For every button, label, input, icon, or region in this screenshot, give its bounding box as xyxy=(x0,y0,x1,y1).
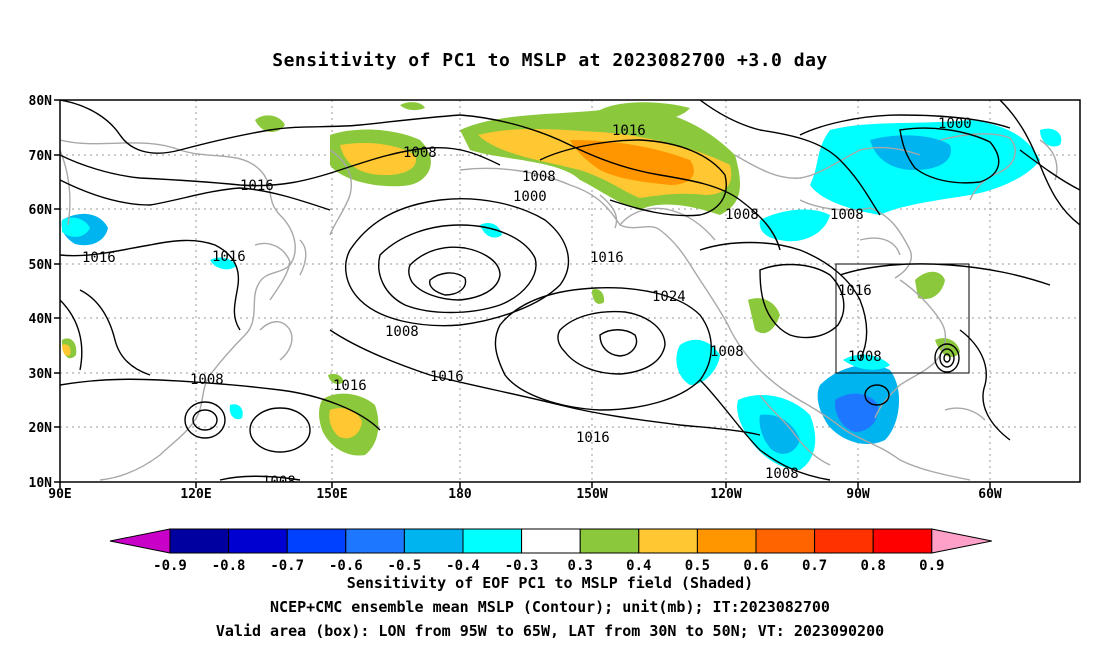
lon-label: 90E xyxy=(48,487,71,502)
lat-label: 20N xyxy=(29,421,53,436)
longitude-labels: 90E 120E 150E 180 150W 120W 90W 60W xyxy=(48,487,1002,502)
colorbar-label: 0.3 xyxy=(568,558,593,574)
colorbar-swatch xyxy=(228,528,288,554)
colorbar-swatch xyxy=(521,528,581,554)
colorbar-label: -0.7 xyxy=(270,558,304,574)
contour-label: 1016 xyxy=(82,250,116,266)
colorbar-swatch xyxy=(462,528,523,554)
colorbar-label: 0.7 xyxy=(802,558,827,574)
colorbar-swatch xyxy=(169,528,230,554)
contour-label: 1016 xyxy=(333,378,367,394)
colorbar-label: 0.9 xyxy=(919,558,944,574)
colorbar-label: -0.9 xyxy=(153,558,187,574)
colorbar-swatch xyxy=(345,528,405,554)
lat-label: 40N xyxy=(29,312,53,327)
colorbar-label: -0.6 xyxy=(329,558,363,574)
lat-label: 80N xyxy=(29,94,53,109)
colorbar-arrow-right xyxy=(931,528,992,554)
contour-label: 1008 xyxy=(710,344,744,360)
contour-labels: 1016 1008 1016 1008 1000 1008 1008 1000 … xyxy=(82,116,972,490)
contour-label: 1024 xyxy=(652,289,686,305)
lat-label: 70N xyxy=(29,149,53,164)
contour-label: 1008 xyxy=(725,207,759,223)
colorbar-label: -0.4 xyxy=(446,558,480,574)
contour-label: 1008 xyxy=(385,324,419,340)
caption-line-1: Sensitivity of EOF PC1 to MSLP field (Sh… xyxy=(346,574,754,592)
tick-marks xyxy=(54,99,991,488)
lon-label: 180 xyxy=(448,487,472,502)
colorbar-swatch xyxy=(286,528,347,554)
lon-label: 60W xyxy=(978,487,1002,502)
colorbar-labels: -0.9 -0.8 -0.7 -0.6 -0.5 -0.4 -0.3 0.3 0.4 0.5 0.6… xyxy=(153,558,944,574)
contour-label: 1016 xyxy=(212,249,246,265)
caption-line-3: Valid area (box): LON from 95W to 65W, L… xyxy=(215,622,885,640)
colorbar-label: -0.3 xyxy=(505,558,539,574)
contour-label: 1016 xyxy=(240,178,274,194)
latitude-labels: 80N 70N 60N 50N 40N 30N 20N 10N xyxy=(29,94,53,491)
lon-label: 120W xyxy=(710,487,741,502)
lon-label: 150W xyxy=(576,487,607,502)
colorbar-swatch xyxy=(638,528,698,554)
contour-label: 1016 xyxy=(838,283,872,299)
contour-label: 1008 xyxy=(403,145,437,161)
contour-label: 1000 xyxy=(938,116,972,132)
lat-label: 30N xyxy=(29,367,53,382)
colorbar-label: 0.6 xyxy=(743,558,768,574)
map-title: Sensitivity of PC1 to MSLP at 2023082700… xyxy=(272,50,828,71)
colorbar-label: 0.4 xyxy=(626,558,651,574)
colorbar-swatch xyxy=(696,528,757,554)
colorbar-label: -0.5 xyxy=(388,558,422,574)
valid-area-box xyxy=(835,263,970,374)
lon-label: 150E xyxy=(316,487,347,502)
contour-label: 1016 xyxy=(590,250,624,266)
colorbar xyxy=(109,528,992,554)
colorbar-swatch xyxy=(814,528,874,554)
contour-label: 1008 xyxy=(190,372,224,388)
map-frame xyxy=(59,99,1081,483)
lon-label: 90W xyxy=(846,487,870,502)
coastlines xyxy=(60,133,1058,481)
contour-label: 1008 xyxy=(848,349,882,365)
lat-label: 60N xyxy=(29,203,53,218)
contour-label: 1008 xyxy=(522,169,556,185)
contour-label: 1008 xyxy=(765,466,799,482)
mslp-contours xyxy=(60,100,1080,481)
colorbar-swatch xyxy=(872,528,933,554)
lon-label: 120E xyxy=(180,487,211,502)
colorbar-swatch xyxy=(579,528,640,554)
lat-label: 50N xyxy=(29,258,53,273)
caption-line-2: NCEP+CMC ensemble mean MSLP (Contour); u… xyxy=(270,598,830,616)
contour-label: 1016 xyxy=(612,123,646,139)
colorbar-label: 0.5 xyxy=(685,558,710,574)
contour-label: 1008 xyxy=(262,474,296,490)
colorbar-swatch xyxy=(403,528,464,554)
contour-label: 1016 xyxy=(576,430,610,446)
colorbar-swatch xyxy=(755,528,816,554)
colorbar-label: 0.8 xyxy=(861,558,886,574)
colorbar-label: -0.8 xyxy=(212,558,246,574)
colorbar-arrow-left xyxy=(109,528,171,554)
contour-label: 1016 xyxy=(430,369,464,385)
contour-label: 1008 xyxy=(830,207,864,223)
lat-label: 10N xyxy=(29,476,53,491)
contour-label: 1000 xyxy=(513,189,547,205)
